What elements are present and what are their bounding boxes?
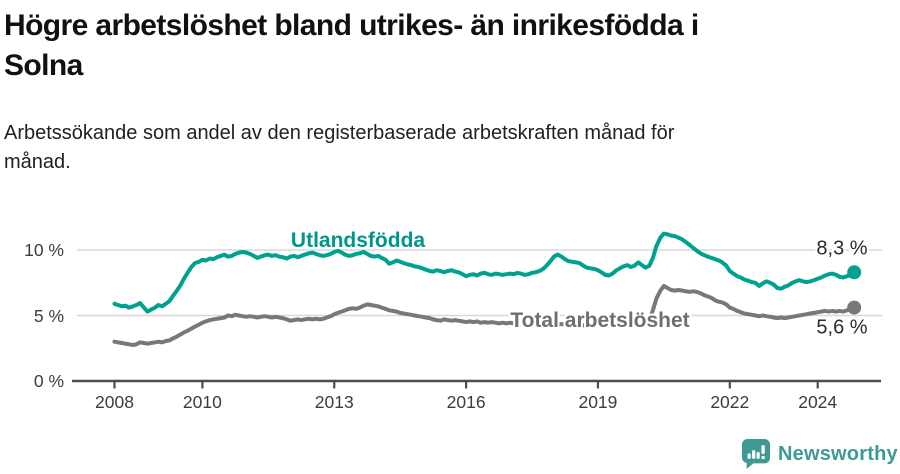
series-label-total-arbetsloshet: Total arbetslöshet: [510, 309, 690, 332]
y-tick-label-0: 0 %: [33, 371, 64, 391]
page-title-line-1: Högre arbetslöshet bland utrikes- än inr…: [4, 9, 699, 42]
data-series-lines: [112, 231, 857, 347]
x-tick-label-2019: 2019: [578, 392, 618, 412]
x-tick-label-2024: 2024: [798, 392, 838, 412]
end-value-label-total: 5,6 %: [816, 316, 868, 339]
chart-subtitle: Arbetssökande som andel av den registerb…: [4, 119, 674, 177]
x-tick-label-2016: 2016: [446, 392, 486, 412]
x-tick-label-2008: 2008: [95, 392, 134, 412]
page-title: Högre arbetslöshet bland utrikes- än inr…: [4, 6, 699, 86]
y-tick-label-5: 5 %: [33, 305, 64, 326]
series-line-1: [112, 231, 857, 314]
series-end-dots: [847, 265, 862, 315]
x-tick-label-2022: 2022: [710, 392, 750, 412]
end-value-label-utlandsfodda: 8,3 %: [816, 237, 868, 260]
chart-subtitle-line-1: Arbetssökande som andel av den registerb…: [4, 122, 675, 144]
series-label-utlandsfodda: Utlandsfödda: [290, 229, 426, 252]
chart-subtitle-line-2: månad.: [4, 151, 71, 173]
y-tick-label-10: 10 %: [24, 240, 64, 260]
newsworthy-speech-bubble-chart-icon: [741, 439, 771, 469]
series-line-0: [112, 284, 857, 347]
series-end-dot-0: [847, 300, 862, 315]
x-tick-label-2013: 2013: [314, 392, 354, 412]
series-end-dot-1: [847, 265, 862, 280]
newsworthy-logo: Newsworthy: [741, 438, 898, 470]
newsworthy-logo-text: Newsworthy: [778, 442, 898, 465]
x-axis: [72, 379, 881, 389]
page-title-line-2: Solna: [4, 49, 83, 82]
x-tick-label-2010: 2010: [182, 392, 222, 412]
